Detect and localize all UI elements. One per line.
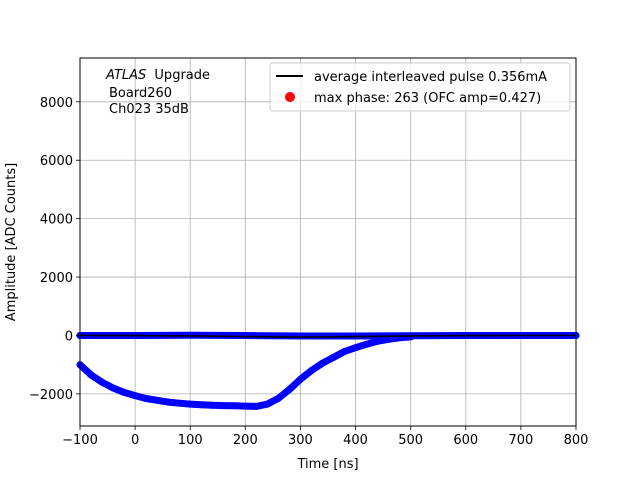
pulse-sample-band-point (175, 399, 183, 407)
x-tick-label: 700 (508, 433, 533, 448)
pulse-sample-band-point (308, 367, 315, 374)
x-tick-label: 800 (564, 433, 589, 448)
pulse-sample-band-point (241, 402, 249, 410)
legend-entry-average-pulse: average interleaved pulse 0.356mA (314, 70, 547, 85)
atlas-annotation: ATLAS Upgrade Board260 Ch023 35dB (105, 68, 210, 117)
x-tick-label: 0 (131, 433, 139, 448)
y-tick-label: −2000 (29, 388, 73, 403)
x-tick-label: 600 (453, 433, 478, 448)
x-tick-label: 400 (343, 433, 368, 448)
y-tick-label: 0 (65, 329, 73, 344)
x-axis-label: Time [ns] (296, 457, 358, 472)
x-tick-label: 100 (178, 433, 203, 448)
pulse-sample-band-point (252, 402, 260, 410)
pulse-sample-band-point (230, 402, 238, 410)
legend-entry-max-phase: max phase: 263 (OFC amp=0.427) (314, 91, 541, 106)
pulse-sample-band-point (120, 388, 128, 396)
pulse-sample-band-point (98, 378, 106, 386)
annotation-upgrade: Upgrade (154, 68, 210, 83)
baseline-sample-band-point (241, 332, 249, 339)
pulse-sample-band-point (296, 375, 304, 383)
pulse-sample-band-point (164, 398, 172, 406)
pulse-sample-band-point (407, 333, 415, 341)
legend-point-marker (285, 92, 295, 102)
plot-frame (79, 57, 577, 427)
pulse-sample-band-point (274, 394, 282, 402)
x-tick-label: 300 (288, 433, 313, 448)
y-axis-label: Amplitude [ADC Counts] (4, 163, 19, 321)
pulse-sample-band-point (352, 344, 360, 352)
legend: average interleaved pulse 0.356mA max ph… (269, 62, 571, 112)
pulse-sample-band-point (142, 395, 150, 402)
pulse-sample-band-point (263, 400, 271, 408)
pulse-sample-band-point (109, 384, 117, 392)
pulse-sample-band-point (153, 396, 161, 404)
pulse-sample-band-point (285, 386, 293, 393)
pulse-sample-band-point (87, 371, 95, 379)
pulse-sample-band-point (131, 392, 139, 400)
pulse-sample-band-point (341, 348, 348, 355)
annotation-atlas: ATLAS (105, 68, 146, 83)
annotation-board: Board260 (109, 86, 172, 101)
pulse-sample-band-point (219, 402, 227, 410)
series-layer (76, 331, 580, 410)
annotation-channel: Ch023 35dB (109, 102, 189, 117)
x-tick-label: −100 (62, 433, 98, 448)
x-tick-label: 500 (398, 433, 423, 448)
axis-ticks: −100 0 100 200 300 400 500 600 700 800 −2000 0 2000 4… (29, 96, 588, 448)
pulse-sample-band-point (186, 400, 194, 408)
pulse-sample-band-point (197, 401, 205, 409)
baseline-sample-band-point (296, 332, 304, 340)
pulse-sample-band-point (363, 340, 371, 348)
y-tick-label: 2000 (40, 271, 73, 286)
y-tick-label: 8000 (40, 96, 73, 111)
average-pulse-line (79, 334, 576, 339)
svg-text:ATLAS Upgrade: ATLAS Upgrade (105, 68, 210, 83)
pulse-sample-band-point (374, 337, 382, 345)
y-tick-label: 6000 (40, 154, 73, 169)
legend-box (269, 62, 571, 112)
x-tick-label: 200 (233, 433, 258, 448)
pulse-sample-band-point (385, 335, 393, 343)
y-tick-label: 4000 (40, 213, 73, 228)
pulse-sample-band-point (330, 353, 337, 361)
pulse-sample-band-point (319, 359, 326, 367)
pulse-sample-band-point (208, 401, 216, 409)
